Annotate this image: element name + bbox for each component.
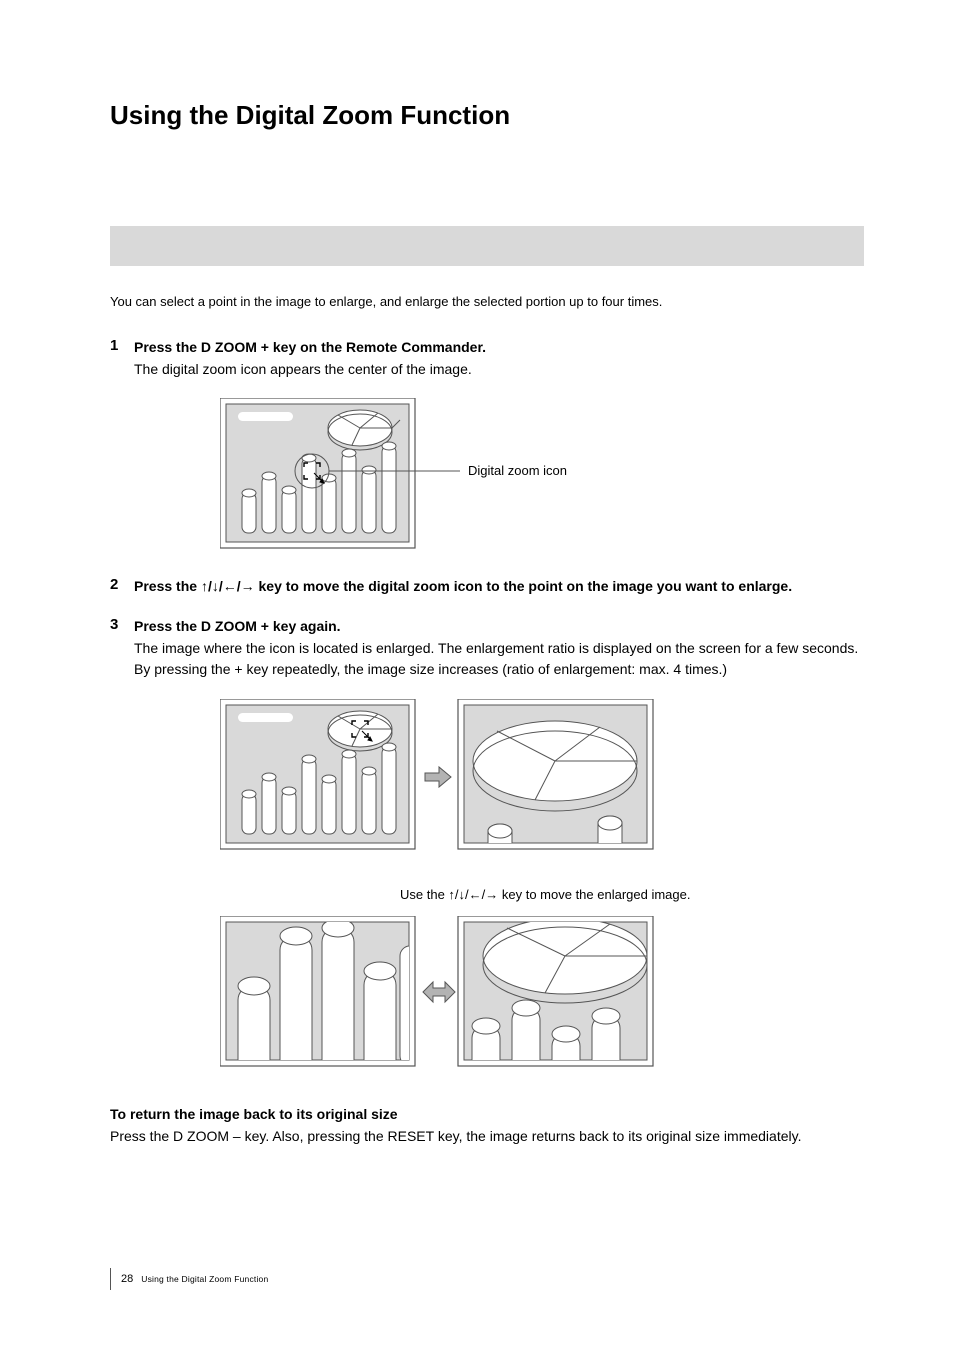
note-heading: To return the image back to its original… xyxy=(110,1106,398,1122)
illustration-pan xyxy=(220,916,864,1086)
step-lead: Press the D ZOOM + key again. xyxy=(134,618,341,634)
step-number: 3 xyxy=(110,616,134,681)
arrow-keys-icon: ↑/↓/←/→ xyxy=(448,887,498,902)
step-lead: Press the D ZOOM + key on the Remote Com… xyxy=(134,339,486,355)
title-banner xyxy=(110,226,864,266)
step-number: 1 xyxy=(110,337,134,380)
page-footer: 28 Using the Digital Zoom Function xyxy=(110,1268,268,1290)
step-lead: Press the ↑/↓/←/→ key to move the digita… xyxy=(134,578,792,594)
page-number: 28 xyxy=(121,1273,133,1285)
step-2: 2 Press the ↑/↓/←/→ key to move the digi… xyxy=(110,576,864,598)
step-rest: The image where the icon is located is e… xyxy=(134,640,858,656)
page-title: Using the Digital Zoom Function xyxy=(110,100,864,131)
illustration-zoom-result xyxy=(220,699,864,869)
zoom-icon-label: Digital zoom icon xyxy=(468,463,567,478)
illustration-zoom-icon: Digital zoom icon xyxy=(220,398,864,558)
arrow-right-icon xyxy=(425,767,451,787)
subtitle: You can select a point in the image to e… xyxy=(110,294,864,309)
arrow-keys-icon: ↑/↓/←/→ xyxy=(201,578,255,594)
double-arrow-icon xyxy=(423,982,455,1002)
note-block: To return the image back to its original… xyxy=(110,1104,864,1147)
arrow-move-caption: Use the ↑/↓/←/→ key to move the enlarged… xyxy=(400,887,864,902)
step-rest: The digital zoom icon appears the center… xyxy=(134,361,472,377)
step-3: 3 Press the D ZOOM + key again. The imag… xyxy=(110,616,864,681)
step-1: 1 Press the D ZOOM + key on the Remote C… xyxy=(110,337,864,380)
footer-label: Using the Digital Zoom Function xyxy=(141,1274,268,1284)
step-number: 2 xyxy=(110,576,134,598)
step-rest2: By pressing the + key repeatedly, the im… xyxy=(134,661,727,677)
note-body: Press the D ZOOM – key. Also, pressing t… xyxy=(110,1128,801,1144)
